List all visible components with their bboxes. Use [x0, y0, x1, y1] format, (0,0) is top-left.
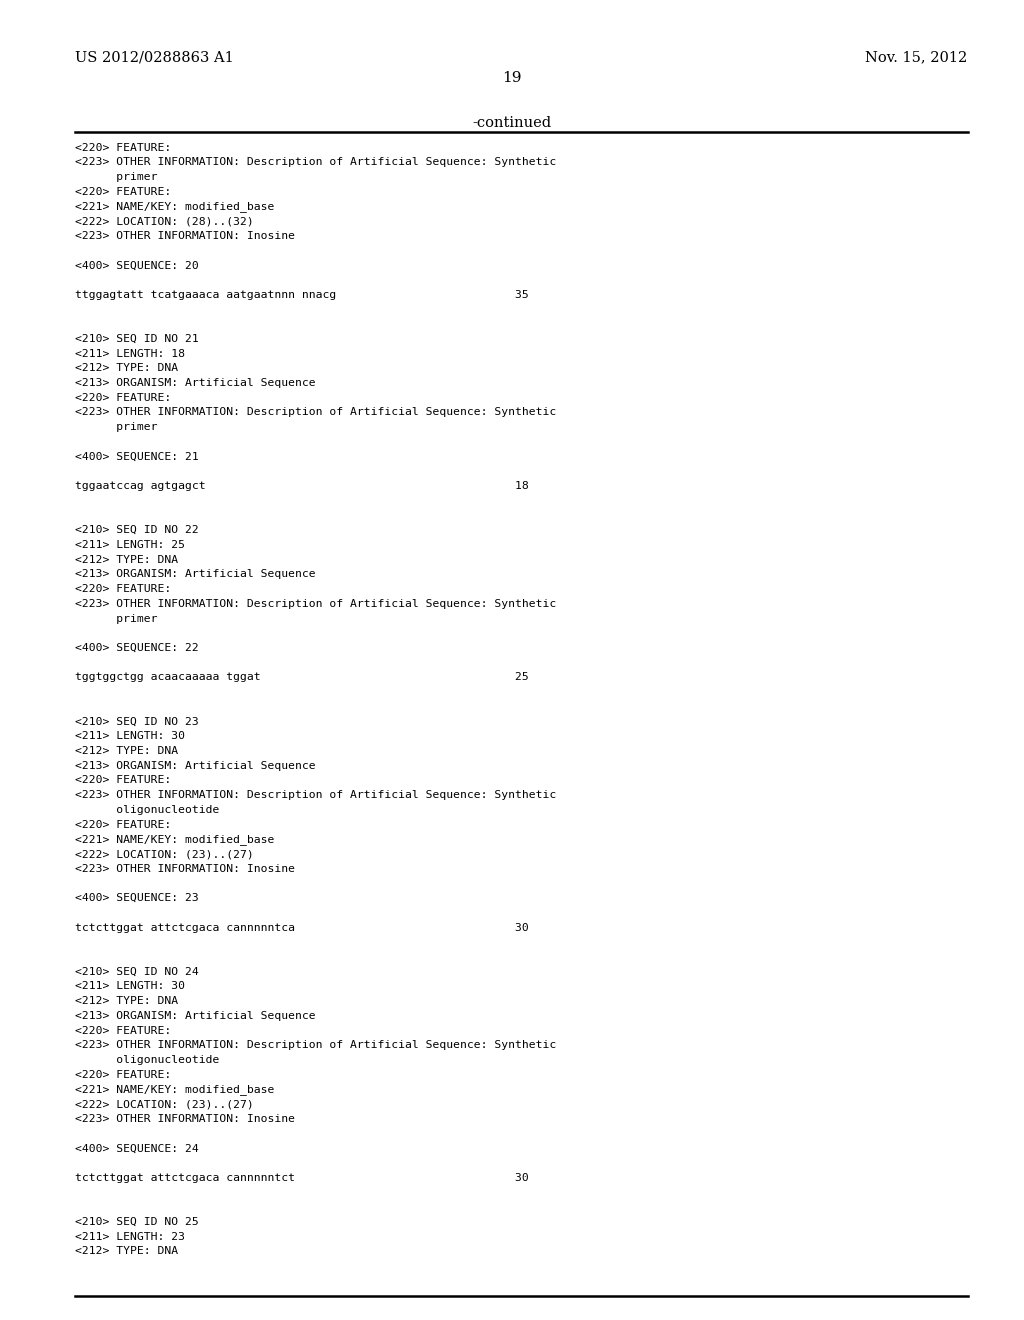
Text: Nov. 15, 2012: Nov. 15, 2012 [865, 50, 968, 65]
Text: <211> LENGTH: 18: <211> LENGTH: 18 [75, 348, 184, 359]
Text: <210> SEQ ID NO 25: <210> SEQ ID NO 25 [75, 1217, 199, 1228]
Text: tctcttggat attctcgaca cannnnntca                                30: tctcttggat attctcgaca cannnnntca 30 [75, 923, 528, 933]
Text: <220> FEATURE:: <220> FEATURE: [75, 143, 171, 153]
Text: <213> ORGANISM: Artificial Sequence: <213> ORGANISM: Artificial Sequence [75, 760, 315, 771]
Text: <223> OTHER INFORMATION: Inosine: <223> OTHER INFORMATION: Inosine [75, 1114, 295, 1123]
Text: <220> FEATURE:: <220> FEATURE: [75, 820, 171, 829]
Text: <223> OTHER INFORMATION: Description of Artificial Sequence: Synthetic: <223> OTHER INFORMATION: Description of … [75, 599, 556, 609]
Text: <223> OTHER INFORMATION: Description of Artificial Sequence: Synthetic: <223> OTHER INFORMATION: Description of … [75, 157, 556, 168]
Text: <400> SEQUENCE: 21: <400> SEQUENCE: 21 [75, 451, 199, 462]
Text: <220> FEATURE:: <220> FEATURE: [75, 393, 171, 403]
Text: <210> SEQ ID NO 23: <210> SEQ ID NO 23 [75, 717, 199, 726]
Text: <210> SEQ ID NO 22: <210> SEQ ID NO 22 [75, 525, 199, 535]
Text: <212> TYPE: DNA: <212> TYPE: DNA [75, 1246, 178, 1257]
Text: tggaatccag agtgagct                                             18: tggaatccag agtgagct 18 [75, 480, 528, 491]
Text: <211> LENGTH: 30: <211> LENGTH: 30 [75, 731, 184, 742]
Text: <400> SEQUENCE: 24: <400> SEQUENCE: 24 [75, 1143, 199, 1154]
Text: <213> ORGANISM: Artificial Sequence: <213> ORGANISM: Artificial Sequence [75, 1011, 315, 1020]
Text: <223> OTHER INFORMATION: Inosine: <223> OTHER INFORMATION: Inosine [75, 863, 295, 874]
Text: <220> FEATURE:: <220> FEATURE: [75, 1069, 171, 1080]
Text: US 2012/0288863 A1: US 2012/0288863 A1 [75, 50, 233, 65]
Text: <222> LOCATION: (23)..(27): <222> LOCATION: (23)..(27) [75, 849, 254, 859]
Text: primer: primer [75, 614, 158, 623]
Text: ttggagtatt tcatgaaaca aatgaatnnn nnacg                          35: ttggagtatt tcatgaaaca aatgaatnnn nnacg 3… [75, 290, 528, 300]
Text: <223> OTHER INFORMATION: Inosine: <223> OTHER INFORMATION: Inosine [75, 231, 295, 240]
Text: <210> SEQ ID NO 24: <210> SEQ ID NO 24 [75, 966, 199, 977]
Text: -continued: -continued [472, 116, 552, 131]
Text: <223> OTHER INFORMATION: Description of Artificial Sequence: Synthetic: <223> OTHER INFORMATION: Description of … [75, 408, 556, 417]
Text: 19: 19 [502, 71, 522, 86]
Text: oligonucleotide: oligonucleotide [75, 1055, 219, 1065]
Text: <220> FEATURE:: <220> FEATURE: [75, 186, 171, 197]
Text: primer: primer [75, 172, 158, 182]
Text: <212> TYPE: DNA: <212> TYPE: DNA [75, 363, 178, 374]
Text: <211> LENGTH: 23: <211> LENGTH: 23 [75, 1232, 184, 1242]
Text: <400> SEQUENCE: 20: <400> SEQUENCE: 20 [75, 260, 199, 271]
Text: <213> ORGANISM: Artificial Sequence: <213> ORGANISM: Artificial Sequence [75, 378, 315, 388]
Text: <223> OTHER INFORMATION: Description of Artificial Sequence: Synthetic: <223> OTHER INFORMATION: Description of … [75, 1040, 556, 1051]
Text: <400> SEQUENCE: 22: <400> SEQUENCE: 22 [75, 643, 199, 653]
Text: tggtggctgg acaacaaaaa tggat                                     25: tggtggctgg acaacaaaaa tggat 25 [75, 672, 528, 682]
Text: tctcttggat attctcgaca cannnnntct                                30: tctcttggat attctcgaca cannnnntct 30 [75, 1172, 528, 1183]
Text: <211> LENGTH: 25: <211> LENGTH: 25 [75, 540, 184, 550]
Text: <221> NAME/KEY: modified_base: <221> NAME/KEY: modified_base [75, 202, 274, 213]
Text: <220> FEATURE:: <220> FEATURE: [75, 1026, 171, 1036]
Text: <222> LOCATION: (23)..(27): <222> LOCATION: (23)..(27) [75, 1100, 254, 1109]
Text: <400> SEQUENCE: 23: <400> SEQUENCE: 23 [75, 894, 199, 903]
Text: <213> ORGANISM: Artificial Sequence: <213> ORGANISM: Artificial Sequence [75, 569, 315, 579]
Text: <222> LOCATION: (28)..(32): <222> LOCATION: (28)..(32) [75, 216, 254, 226]
Text: <221> NAME/KEY: modified_base: <221> NAME/KEY: modified_base [75, 834, 274, 845]
Text: primer: primer [75, 422, 158, 432]
Text: <212> TYPE: DNA: <212> TYPE: DNA [75, 997, 178, 1006]
Text: <212> TYPE: DNA: <212> TYPE: DNA [75, 746, 178, 756]
Text: <221> NAME/KEY: modified_base: <221> NAME/KEY: modified_base [75, 1085, 274, 1096]
Text: oligonucleotide: oligonucleotide [75, 805, 219, 814]
Text: <220> FEATURE:: <220> FEATURE: [75, 583, 171, 594]
Text: <220> FEATURE:: <220> FEATURE: [75, 775, 171, 785]
Text: <223> OTHER INFORMATION: Description of Artificial Sequence: Synthetic: <223> OTHER INFORMATION: Description of … [75, 791, 556, 800]
Text: <212> TYPE: DNA: <212> TYPE: DNA [75, 554, 178, 565]
Text: <211> LENGTH: 30: <211> LENGTH: 30 [75, 982, 184, 991]
Text: <210> SEQ ID NO 21: <210> SEQ ID NO 21 [75, 334, 199, 345]
